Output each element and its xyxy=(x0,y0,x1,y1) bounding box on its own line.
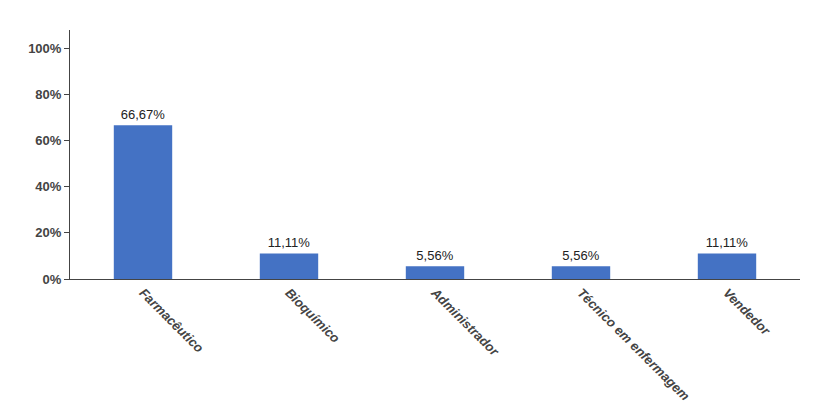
svg-text:11,11%: 11,11% xyxy=(706,235,749,250)
svg-text:Administrador: Administrador xyxy=(428,285,503,360)
svg-text:11,11%: 11,11% xyxy=(268,235,311,250)
svg-text:Técnico em enfermagem: Técnico em enfermagem xyxy=(574,285,693,404)
svg-text:40%: 40% xyxy=(35,179,61,194)
svg-text:5,56%: 5,56% xyxy=(562,248,599,263)
svg-text:80%: 80% xyxy=(35,87,61,102)
svg-text:Farmacêutico: Farmacêutico xyxy=(136,285,206,355)
svg-text:5,56%: 5,56% xyxy=(416,248,453,263)
svg-text:100%: 100% xyxy=(28,41,62,56)
svg-text:Vendedor: Vendedor xyxy=(720,285,773,338)
svg-text:60%: 60% xyxy=(35,133,61,148)
svg-text:20%: 20% xyxy=(35,225,61,240)
svg-text:Bioquímico: Bioquímico xyxy=(282,285,343,346)
svg-text:0%: 0% xyxy=(43,272,62,287)
svg-text:66,67%: 66,67% xyxy=(121,107,166,122)
